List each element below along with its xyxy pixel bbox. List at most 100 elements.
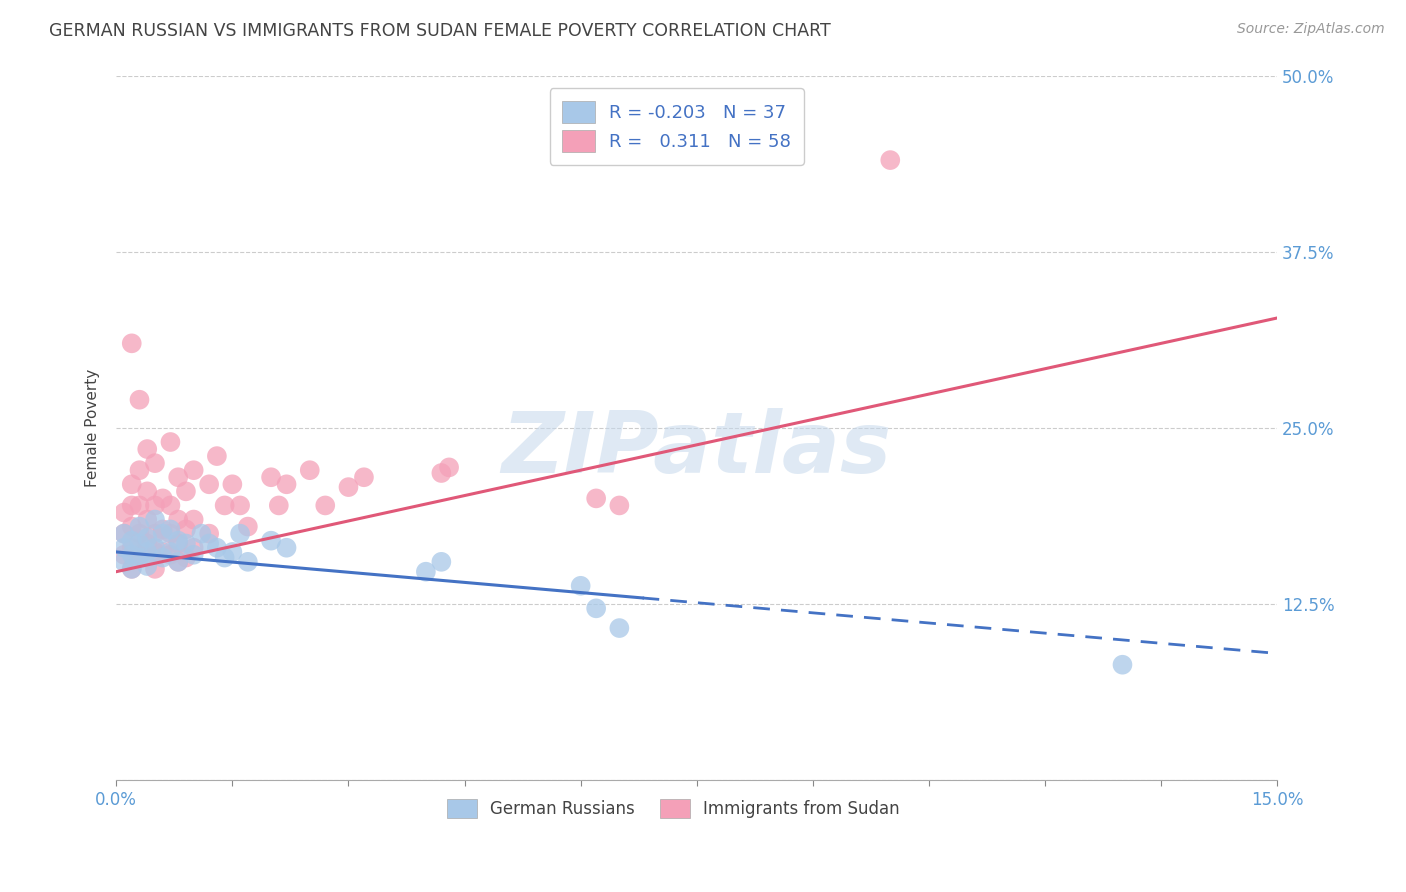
Point xyxy=(229,499,252,513)
Point xyxy=(585,491,607,506)
Y-axis label: Female Poverty: Female Poverty xyxy=(86,368,100,487)
Point xyxy=(167,512,190,526)
Point xyxy=(276,477,298,491)
Text: Source: ZipAtlas.com: Source: ZipAtlas.com xyxy=(1237,22,1385,37)
Point xyxy=(152,545,174,559)
Point xyxy=(167,470,190,484)
Point xyxy=(143,512,166,526)
Point xyxy=(159,435,181,450)
Point xyxy=(167,555,190,569)
Point xyxy=(221,545,243,559)
Point xyxy=(128,392,150,407)
Point xyxy=(159,545,181,559)
Point xyxy=(159,499,181,513)
Point xyxy=(298,463,321,477)
Point xyxy=(276,541,298,555)
Point xyxy=(198,526,221,541)
Point xyxy=(128,536,150,550)
Point xyxy=(159,526,181,541)
Point xyxy=(879,153,901,167)
Point xyxy=(112,548,135,562)
Point xyxy=(136,559,159,574)
Point xyxy=(136,536,159,550)
Point xyxy=(143,562,166,576)
Point xyxy=(167,533,190,548)
Point xyxy=(121,548,143,562)
Point xyxy=(167,536,190,550)
Point xyxy=(121,519,143,533)
Point xyxy=(585,601,607,615)
Point xyxy=(152,491,174,506)
Point xyxy=(112,526,135,541)
Point xyxy=(174,484,197,499)
Point xyxy=(183,548,205,562)
Point xyxy=(353,470,375,484)
Point xyxy=(214,499,236,513)
Point xyxy=(128,499,150,513)
Point xyxy=(198,536,221,550)
Point xyxy=(143,545,166,559)
Point xyxy=(128,519,150,533)
Point xyxy=(198,477,221,491)
Point xyxy=(183,512,205,526)
Point xyxy=(159,522,181,536)
Point xyxy=(112,506,135,520)
Point xyxy=(121,562,143,576)
Point xyxy=(128,548,150,562)
Point xyxy=(143,456,166,470)
Point xyxy=(430,555,453,569)
Point xyxy=(136,442,159,456)
Point xyxy=(609,621,631,635)
Text: GERMAN RUSSIAN VS IMMIGRANTS FROM SUDAN FEMALE POVERTY CORRELATION CHART: GERMAN RUSSIAN VS IMMIGRANTS FROM SUDAN … xyxy=(49,22,831,40)
Point xyxy=(337,480,360,494)
Point xyxy=(415,565,437,579)
Point xyxy=(260,533,283,548)
Point xyxy=(174,522,197,536)
Point xyxy=(430,466,453,480)
Point xyxy=(437,460,460,475)
Point xyxy=(121,541,143,555)
Point xyxy=(121,533,143,548)
Point xyxy=(136,512,159,526)
Point xyxy=(121,499,143,513)
Point xyxy=(128,526,150,541)
Point xyxy=(260,470,283,484)
Point xyxy=(190,526,212,541)
Point xyxy=(267,499,290,513)
Point xyxy=(112,541,135,555)
Text: ZIPatlas: ZIPatlas xyxy=(502,408,891,491)
Point xyxy=(314,499,336,513)
Point xyxy=(569,579,592,593)
Point xyxy=(236,555,259,569)
Point xyxy=(112,555,135,569)
Point xyxy=(1111,657,1133,672)
Point xyxy=(167,555,190,569)
Point xyxy=(236,519,259,533)
Legend: German Russians, Immigrants from Sudan: German Russians, Immigrants from Sudan xyxy=(440,792,907,825)
Point xyxy=(136,531,159,545)
Point xyxy=(128,463,150,477)
Point xyxy=(183,463,205,477)
Point xyxy=(121,336,143,351)
Point xyxy=(152,526,174,541)
Point xyxy=(143,541,166,555)
Point xyxy=(205,541,228,555)
Point xyxy=(152,550,174,565)
Point xyxy=(609,499,631,513)
Point xyxy=(128,550,150,565)
Point xyxy=(229,526,252,541)
Point xyxy=(143,526,166,541)
Point xyxy=(112,526,135,541)
Point xyxy=(174,550,197,565)
Point xyxy=(183,541,205,555)
Point xyxy=(205,449,228,463)
Point xyxy=(136,484,159,499)
Point xyxy=(221,477,243,491)
Point xyxy=(152,522,174,536)
Point xyxy=(214,550,236,565)
Point xyxy=(121,562,143,576)
Point xyxy=(159,548,181,562)
Point xyxy=(174,536,197,550)
Point xyxy=(136,545,159,559)
Point xyxy=(143,499,166,513)
